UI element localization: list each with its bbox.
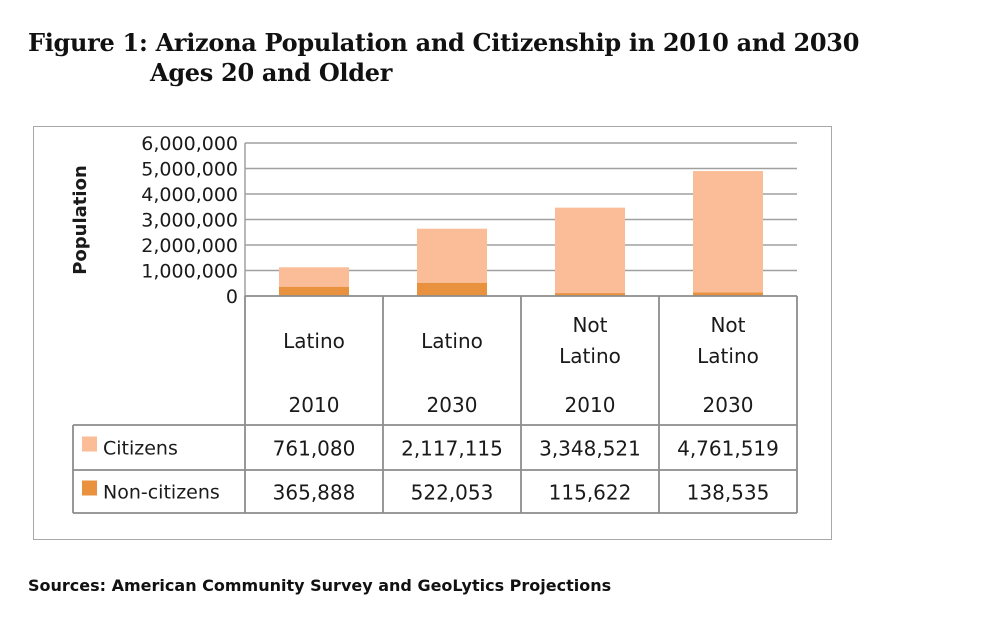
category-group-label: Latino bbox=[283, 329, 345, 353]
y-tick-label: 2,000,000 bbox=[141, 235, 238, 257]
data-table-value: 4,761,519 bbox=[677, 437, 779, 461]
figure-subtitle: Ages 20 and Older bbox=[150, 58, 393, 87]
data-table-value: 522,053 bbox=[411, 481, 494, 505]
category-year-label: 2010 bbox=[289, 393, 340, 417]
data-table-value: 138,535 bbox=[687, 481, 770, 505]
bar-citizens bbox=[555, 207, 625, 294]
bar-non-citizens bbox=[555, 293, 625, 296]
category-group-label: Latino bbox=[421, 329, 483, 353]
y-tick-label: 5,000,000 bbox=[141, 159, 238, 181]
legend-label: Citizens bbox=[103, 438, 178, 460]
legend-swatch-citizens bbox=[82, 436, 97, 452]
data-table-value: 761,080 bbox=[273, 437, 356, 461]
bar-citizens bbox=[693, 171, 763, 293]
category-group-label: Latino bbox=[559, 344, 621, 368]
legend-label: Non-citizens bbox=[103, 482, 220, 504]
y-tick-label: 4,000,000 bbox=[141, 184, 238, 206]
data-table-value: 115,622 bbox=[549, 481, 632, 505]
category-year-label: 2030 bbox=[427, 393, 478, 417]
y-axis-label: Population bbox=[70, 165, 91, 275]
data-table-value: 2,117,115 bbox=[401, 437, 503, 461]
y-tick-label: 3,000,000 bbox=[141, 210, 238, 232]
data-table-value: 3,348,521 bbox=[539, 437, 641, 461]
bar-non-citizens bbox=[693, 292, 763, 296]
y-tick-label: 1,000,000 bbox=[141, 261, 238, 283]
legend-swatch-non-citizens bbox=[82, 480, 97, 496]
y-tick-label: 6,000,000 bbox=[141, 133, 238, 155]
bar-citizens bbox=[279, 267, 349, 287]
figure-title: Figure 1: Arizona Population and Citizen… bbox=[28, 28, 860, 57]
bar-non-citizens bbox=[417, 282, 487, 296]
bar-citizens bbox=[417, 228, 487, 283]
category-group-label: Not bbox=[572, 313, 607, 337]
sources-note: Sources: American Community Survey and G… bbox=[28, 576, 612, 595]
category-group-label: Not bbox=[710, 313, 745, 337]
data-table-value: 365,888 bbox=[273, 481, 356, 505]
category-year-label: 2010 bbox=[565, 393, 616, 417]
category-year-label: 2030 bbox=[703, 393, 754, 417]
category-group-label: Latino bbox=[697, 344, 759, 368]
bar-non-citizens bbox=[279, 286, 349, 296]
y-tick-label: 0 bbox=[226, 286, 238, 308]
